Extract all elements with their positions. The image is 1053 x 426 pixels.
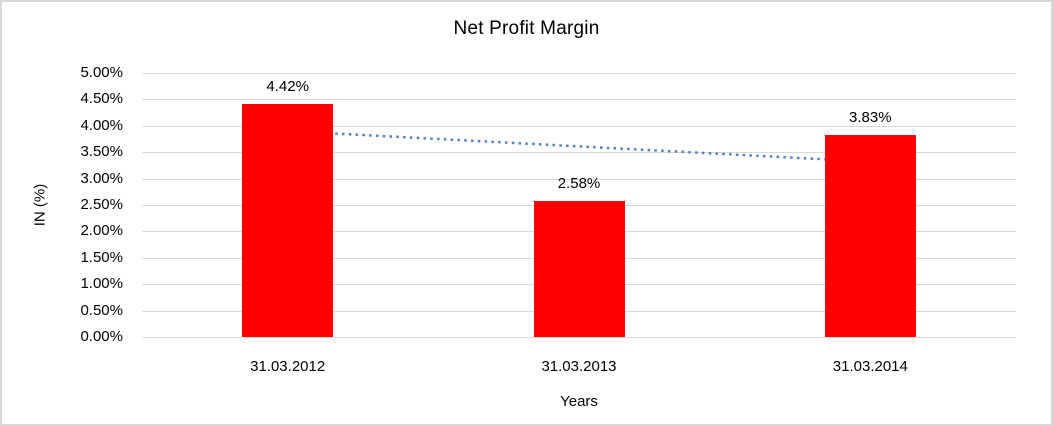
bar-31.03.2012 <box>242 103 334 337</box>
chart-title: Net Profit Margin <box>453 18 600 39</box>
y-tick-label: 2.00% <box>80 222 123 240</box>
y-tick-label: 3.50% <box>80 143 123 161</box>
y-tick-label: 0.00% <box>80 328 123 345</box>
gridline <box>142 337 1016 338</box>
y-tick-label: 1.50% <box>80 248 123 266</box>
y-tick-label: 2.50% <box>80 196 123 213</box>
y-tick-label: 4.00% <box>80 116 123 134</box>
x-tick-label: 31.03.2013 <box>541 358 617 375</box>
x-tick-label: 31.03.2012 <box>250 358 326 375</box>
x-axis-title: Years <box>560 393 598 410</box>
y-tick-label: 5.00% <box>80 64 123 81</box>
data-label: 3.83% <box>849 108 892 126</box>
data-label: 2.58% <box>557 174 601 192</box>
gridline <box>142 152 1016 154</box>
x-tick-label: 31.03.2014 <box>832 358 908 375</box>
y-axis-title: IN (%) <box>31 183 49 227</box>
trendline-dotted-line <box>287 129 871 163</box>
data-label: 4.42% <box>266 77 309 95</box>
bar-31.03.2013 <box>533 200 625 337</box>
gridline <box>142 73 1016 74</box>
gridline <box>142 125 1016 127</box>
y-tick-label: 3.00% <box>80 169 123 187</box>
gridline <box>142 178 1016 180</box>
y-tick-label: 4.50% <box>80 90 123 108</box>
y-tick-label: 1.00% <box>80 275 123 293</box>
bar-31.03.2014 <box>824 134 916 337</box>
gridline <box>142 99 1016 101</box>
y-tick-label: 0.50% <box>80 301 123 319</box>
